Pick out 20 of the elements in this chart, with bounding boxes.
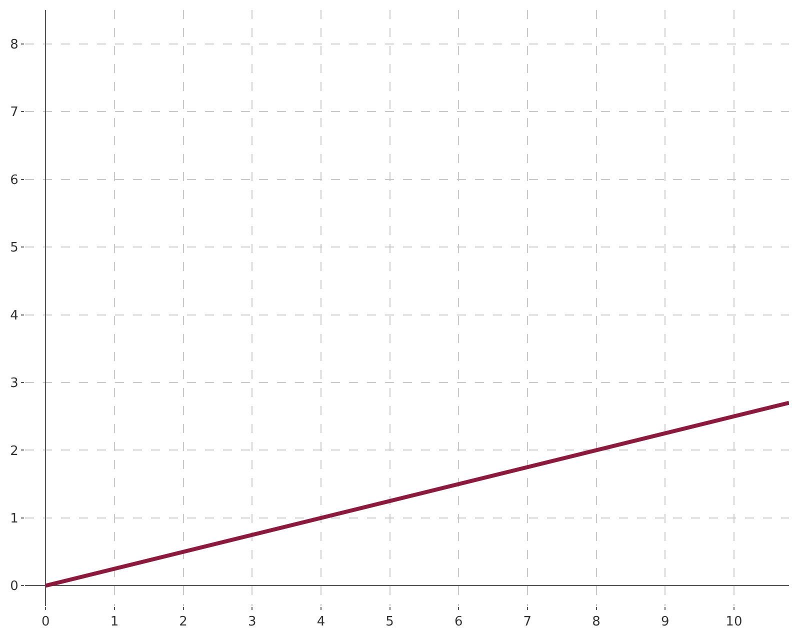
y-tick-label: 6 — [10, 172, 18, 188]
x-tick-label: 3 — [248, 614, 256, 630]
x-tick-label: 6 — [454, 614, 463, 630]
x-tick-label: 8 — [592, 614, 600, 630]
y-tick-label: 5 — [10, 240, 18, 256]
y-tick-label: 7 — [10, 105, 18, 120]
x-tick-label: 9 — [660, 614, 670, 630]
y-tick-label: 2 — [10, 444, 18, 459]
x-tick-label: 10 — [726, 614, 742, 630]
y-tick-label: 8 — [10, 37, 18, 52]
y-tick-label: 0 — [10, 579, 18, 594]
x-tick-label: 7 — [523, 614, 532, 630]
x-tick-label: 1 — [110, 614, 119, 630]
y-tick-label: 3 — [10, 376, 18, 392]
x-tick-label: 4 — [316, 614, 326, 630]
y-tick-label: 1 — [10, 512, 18, 526]
x-tick-label: 0 — [42, 614, 50, 630]
y-tick-label: 4 — [10, 308, 18, 324]
x-tick-label: 2 — [179, 614, 188, 630]
x-tick-label: 5 — [386, 614, 394, 630]
